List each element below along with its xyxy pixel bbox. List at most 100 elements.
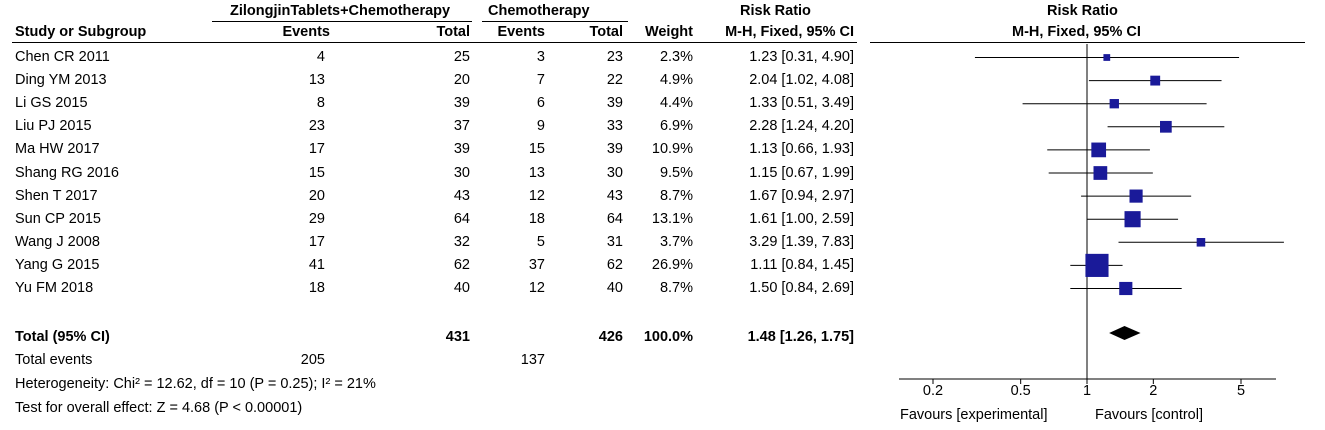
study-column-header: Study or Subgroup bbox=[15, 24, 147, 40]
weight-header: Weight bbox=[644, 24, 693, 40]
pooled-diamond bbox=[1109, 326, 1141, 340]
study-name-cell: Yang G 2015 bbox=[15, 257, 100, 273]
events2-header: Events bbox=[497, 24, 545, 40]
study-ci-text-cell: 1.13 [0.66, 1.93] bbox=[749, 141, 854, 157]
study-name-cell: Ding YM 2013 bbox=[15, 72, 107, 88]
study-n1-cell: 32 bbox=[453, 234, 470, 250]
header-rule-right bbox=[870, 42, 1305, 43]
study-ci-text-cell: 3.29 [1.39, 7.83] bbox=[749, 234, 854, 250]
study-e1-cell: 4 bbox=[316, 49, 325, 65]
overall-effect-text: Test for overall effect: Z = 4.68 (P < 0… bbox=[15, 400, 303, 416]
study-ci-text-cell: 1.61 [1.00, 2.59] bbox=[749, 211, 854, 227]
study-n1-cell: 40 bbox=[453, 280, 470, 296]
study-e1-cell: 29 bbox=[308, 211, 325, 227]
study-e2-cell: 9 bbox=[536, 118, 545, 134]
study-ci-text-cell: 1.33 [0.51, 3.49] bbox=[749, 95, 854, 111]
study-n2-cell: 64 bbox=[606, 211, 623, 227]
study-e1-cell: 17 bbox=[308, 234, 325, 250]
study-e1-cell: 18 bbox=[308, 280, 325, 296]
study-e2-cell: 12 bbox=[528, 280, 545, 296]
study-e2-cell: 7 bbox=[536, 72, 545, 88]
study-n2-cell: 33 bbox=[606, 118, 623, 134]
study-e2-cell: 18 bbox=[528, 211, 545, 227]
study-n1-cell: 43 bbox=[453, 188, 470, 204]
total-events-e1: 205 bbox=[300, 352, 325, 368]
study-n2-cell: 39 bbox=[606, 141, 623, 157]
study-name-cell: Li GS 2015 bbox=[15, 95, 88, 111]
header-rule-left bbox=[12, 42, 857, 43]
study-e2-cell: 13 bbox=[528, 165, 545, 181]
study-n2-cell: 23 bbox=[606, 49, 623, 65]
method-header-left: M-H, Fixed, 95% CI bbox=[725, 24, 854, 40]
x-tick-label: 5 bbox=[1236, 383, 1246, 399]
favours-control: Favours [control] bbox=[1095, 407, 1203, 423]
study-marker bbox=[1119, 281, 1133, 296]
study-name-cell: Wang J 2008 bbox=[15, 234, 100, 250]
study-e1-cell: 13 bbox=[308, 72, 325, 88]
study-name-cell: Chen CR 2011 bbox=[15, 49, 110, 65]
study-marker bbox=[1085, 253, 1109, 277]
study-name-cell: Yu FM 2018 bbox=[15, 280, 94, 296]
total-label: Total (95% CI) bbox=[15, 329, 110, 345]
study-e1-cell: 17 bbox=[308, 141, 325, 157]
x-tick-label: 0.5 bbox=[1010, 383, 1031, 399]
rr-header-left: Risk Ratio bbox=[740, 3, 811, 19]
study-ci-text-cell: 1.23 [0.31, 4.90] bbox=[749, 49, 854, 65]
study-n1-cell: 64 bbox=[453, 211, 470, 227]
study-marker bbox=[1160, 120, 1172, 133]
total-n1: 431 bbox=[445, 329, 470, 345]
study-n2-cell: 39 bbox=[606, 95, 623, 111]
group2-underline bbox=[482, 21, 628, 22]
total2-header: Total bbox=[589, 24, 623, 40]
method-header-right: M-H, Fixed, 95% CI bbox=[1012, 24, 1141, 40]
study-e2-cell: 5 bbox=[536, 234, 545, 250]
study-n1-cell: 37 bbox=[453, 118, 470, 134]
study-name-cell: Sun CP 2015 bbox=[15, 211, 101, 227]
study-ci-text-cell: 2.04 [1.02, 4.08] bbox=[749, 72, 854, 88]
study-n2-cell: 62 bbox=[606, 257, 623, 273]
total-n2: 426 bbox=[598, 329, 623, 345]
total-ci: 1.48 [1.26, 1.75] bbox=[747, 329, 854, 345]
study-ci-text-cell: 1.67 [0.94, 2.97] bbox=[749, 188, 854, 204]
study-e1-cell: 23 bbox=[308, 118, 325, 134]
study-name-cell: Ma HW 2017 bbox=[15, 141, 100, 157]
study-weight-cell: 26.9% bbox=[651, 257, 693, 273]
study-name-cell: Shang RG 2016 bbox=[15, 165, 119, 181]
study-weight-cell: 8.7% bbox=[659, 188, 693, 204]
total-weight: 100.0% bbox=[643, 329, 693, 345]
study-n1-cell: 30 bbox=[453, 165, 470, 181]
study-e2-cell: 12 bbox=[528, 188, 545, 204]
study-weight-cell: 9.5% bbox=[659, 165, 693, 181]
study-marker bbox=[1091, 142, 1107, 158]
study-name-cell: Shen T 2017 bbox=[15, 188, 98, 204]
study-n1-cell: 62 bbox=[453, 257, 470, 273]
total-events-e2: 137 bbox=[520, 352, 545, 368]
study-n1-cell: 39 bbox=[453, 95, 470, 111]
heterogeneity-text: Heterogeneity: Chi² = 12.62, df = 10 (P … bbox=[15, 376, 376, 392]
study-e1-cell: 20 bbox=[308, 188, 325, 204]
study-weight-cell: 6.9% bbox=[659, 118, 693, 134]
study-n1-cell: 25 bbox=[453, 49, 470, 65]
study-weight-cell: 2.3% bbox=[659, 49, 693, 65]
total1-header: Total bbox=[436, 24, 470, 40]
study-weight-cell: 13.1% bbox=[651, 211, 693, 227]
group1-underline bbox=[212, 21, 472, 22]
study-weight-cell: 3.7% bbox=[659, 234, 693, 250]
study-marker bbox=[1093, 166, 1108, 180]
study-marker bbox=[1129, 189, 1143, 203]
group1-header: ZilongjinTablets+Chemotherapy bbox=[230, 3, 451, 19]
study-ci-text-cell: 1.15 [0.67, 1.99] bbox=[749, 165, 854, 181]
study-ci-text-cell: 1.11 [0.84, 1.45] bbox=[750, 257, 854, 273]
study-e2-cell: 3 bbox=[536, 49, 545, 65]
study-marker bbox=[1150, 75, 1161, 86]
study-name-cell: Liu PJ 2015 bbox=[15, 118, 92, 134]
study-e1-cell: 8 bbox=[316, 95, 325, 111]
rr-header-right: Risk Ratio bbox=[1047, 3, 1118, 19]
study-n2-cell: 43 bbox=[606, 188, 623, 204]
study-e2-cell: 15 bbox=[528, 141, 545, 157]
study-weight-cell: 8.7% bbox=[659, 280, 693, 296]
study-n2-cell: 22 bbox=[606, 72, 623, 88]
study-e2-cell: 6 bbox=[536, 95, 545, 111]
x-tick-label: 0.2 bbox=[922, 383, 944, 399]
